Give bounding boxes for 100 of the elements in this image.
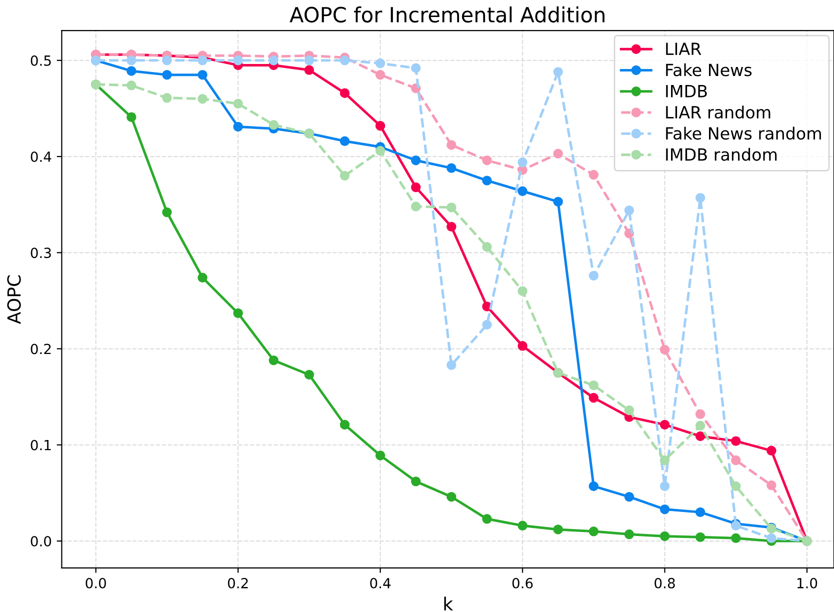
point bbox=[588, 526, 598, 536]
point bbox=[375, 58, 386, 68]
point bbox=[446, 140, 456, 150]
y-tick-label: 0.2 bbox=[30, 344, 51, 354]
point bbox=[731, 436, 741, 446]
point bbox=[410, 156, 421, 166]
point bbox=[624, 529, 634, 540]
point bbox=[375, 146, 386, 156]
point bbox=[731, 481, 741, 492]
y-tick-label: 0.1 bbox=[30, 440, 51, 450]
point bbox=[695, 507, 706, 518]
point bbox=[198, 272, 208, 282]
x-tick-label: 0.6 bbox=[512, 578, 533, 588]
point bbox=[731, 455, 741, 466]
point bbox=[410, 202, 421, 212]
point bbox=[695, 420, 706, 431]
point bbox=[375, 120, 386, 131]
y-tick-label: 0.3 bbox=[30, 248, 51, 258]
x-tick-label: 0.0 bbox=[86, 578, 106, 588]
point bbox=[233, 308, 243, 318]
point bbox=[695, 409, 706, 419]
point bbox=[766, 480, 776, 490]
y-tick-label: 0.5 bbox=[30, 55, 51, 66]
point bbox=[553, 196, 563, 207]
point bbox=[198, 70, 208, 80]
point bbox=[518, 286, 528, 296]
point bbox=[162, 70, 172, 80]
y-tick-label: 0.0 bbox=[30, 536, 52, 546]
point bbox=[268, 355, 278, 366]
point bbox=[375, 70, 386, 80]
point bbox=[660, 344, 670, 355]
point bbox=[624, 492, 634, 502]
point bbox=[660, 455, 670, 466]
y-tick-label: 0.4 bbox=[30, 151, 52, 162]
point bbox=[375, 450, 386, 460]
point bbox=[518, 520, 528, 531]
point bbox=[126, 112, 136, 122]
point bbox=[268, 56, 278, 66]
point bbox=[198, 94, 208, 104]
point bbox=[446, 202, 456, 212]
point bbox=[766, 533, 776, 543]
point bbox=[588, 380, 598, 390]
point bbox=[553, 148, 563, 158]
x-tick-label: 1.0 bbox=[797, 578, 818, 588]
point bbox=[695, 431, 706, 442]
point bbox=[660, 531, 670, 542]
point bbox=[198, 56, 208, 66]
point bbox=[553, 67, 563, 77]
point bbox=[482, 320, 492, 330]
point bbox=[162, 207, 172, 218]
point bbox=[304, 65, 314, 75]
point bbox=[410, 182, 421, 192]
point bbox=[446, 492, 456, 502]
point bbox=[340, 56, 350, 66]
point bbox=[588, 270, 598, 281]
point bbox=[482, 176, 492, 186]
point bbox=[340, 88, 350, 98]
point bbox=[660, 504, 670, 514]
legend-label: IMDB random bbox=[666, 148, 777, 161]
point bbox=[482, 156, 492, 166]
y-axis-title: AOPC bbox=[7, 275, 21, 324]
legend-label: Fake News bbox=[666, 63, 752, 76]
point bbox=[410, 63, 421, 73]
point bbox=[446, 163, 456, 173]
point bbox=[162, 56, 172, 66]
point bbox=[695, 192, 706, 203]
point bbox=[233, 98, 243, 109]
point bbox=[126, 80, 136, 90]
point bbox=[233, 122, 243, 132]
point bbox=[624, 205, 634, 216]
point bbox=[162, 93, 172, 103]
x-tick-label: 0.2 bbox=[228, 578, 248, 588]
point bbox=[340, 420, 350, 430]
legend-label: Fake News random bbox=[666, 126, 821, 140]
point bbox=[731, 533, 741, 543]
point bbox=[126, 66, 136, 76]
point bbox=[126, 56, 136, 66]
point bbox=[518, 157, 528, 168]
point bbox=[340, 170, 350, 181]
point bbox=[446, 360, 456, 370]
legend-label: LIAR random bbox=[666, 106, 770, 119]
point bbox=[624, 405, 634, 416]
point bbox=[304, 56, 314, 66]
x-axis-title: k bbox=[444, 596, 454, 610]
x-tick-label: 0.4 bbox=[370, 578, 391, 588]
point bbox=[588, 392, 598, 403]
point bbox=[446, 222, 456, 232]
point bbox=[518, 341, 528, 351]
x-tick-label: 0.8 bbox=[654, 578, 675, 588]
point bbox=[410, 476, 421, 486]
legend-label: IMDB bbox=[666, 85, 707, 98]
point bbox=[482, 242, 492, 252]
point bbox=[695, 532, 706, 542]
point bbox=[233, 56, 243, 66]
chart-title: AOPC for Incremental Addition bbox=[290, 6, 604, 23]
point bbox=[660, 481, 670, 492]
point bbox=[553, 524, 563, 534]
point bbox=[340, 136, 350, 146]
legend-label: LIAR bbox=[666, 42, 702, 55]
point bbox=[268, 120, 278, 130]
